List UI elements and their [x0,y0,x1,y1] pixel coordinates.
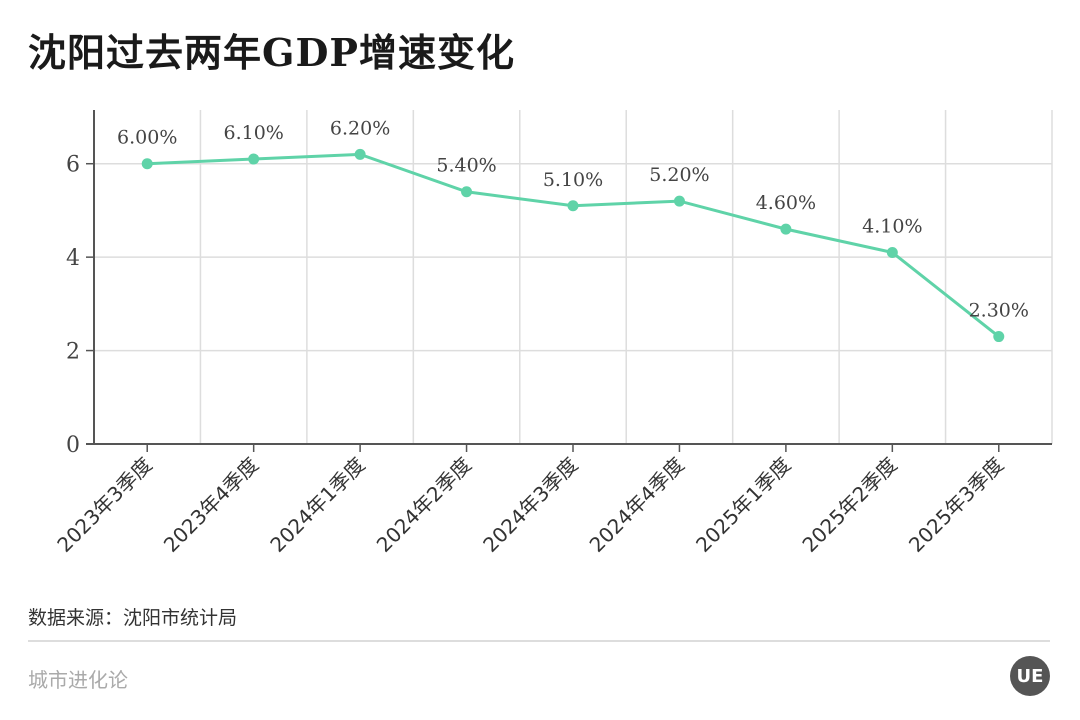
x-tick-label: 2023年3季度 [52,453,156,557]
brand-name: 城市进化论 [28,668,128,692]
data-point [354,148,366,160]
x-tick-label: 2025年3季度 [904,453,1008,557]
data-point [141,158,153,170]
data-label: 5.20% [649,164,709,186]
x-tick-label: 2025年2季度 [797,453,901,557]
data-source: 数据来源：沈阳市统计局 [28,607,238,629]
data-label: 6.20% [330,117,390,139]
data-point [780,223,792,235]
data-label: 4.10% [862,215,922,237]
x-tick-label: 2023年4季度 [159,453,263,557]
chart-title: 沈阳过去两年GDP增速变化 [28,30,515,75]
data-point [673,195,685,207]
data-label: 4.60% [756,192,816,214]
y-tick-label: 0 [66,433,80,458]
x-tick-label: 2024年1季度 [265,453,369,557]
brand-logo: UE [1010,656,1050,696]
x-tick-label: 2024年2季度 [372,453,476,557]
data-label: 2.30% [969,300,1029,322]
x-tick-label: 2024年3季度 [478,453,582,557]
data-label: 5.10% [543,169,603,191]
data-label: 5.40% [436,155,496,177]
divider [28,640,1050,642]
y-tick-label: 6 [66,153,80,178]
data-point [248,153,260,165]
x-tick-label: 2025年1季度 [691,453,795,557]
data-label: 6.00% [117,127,177,149]
data-point [567,200,579,212]
data-label: 6.10% [223,122,283,144]
y-tick-label: 2 [66,340,80,365]
x-tick-label: 2024年4季度 [585,453,689,557]
data-point [993,331,1005,343]
data-point [886,246,898,258]
data-point [461,186,473,198]
y-tick-label: 4 [66,246,80,271]
